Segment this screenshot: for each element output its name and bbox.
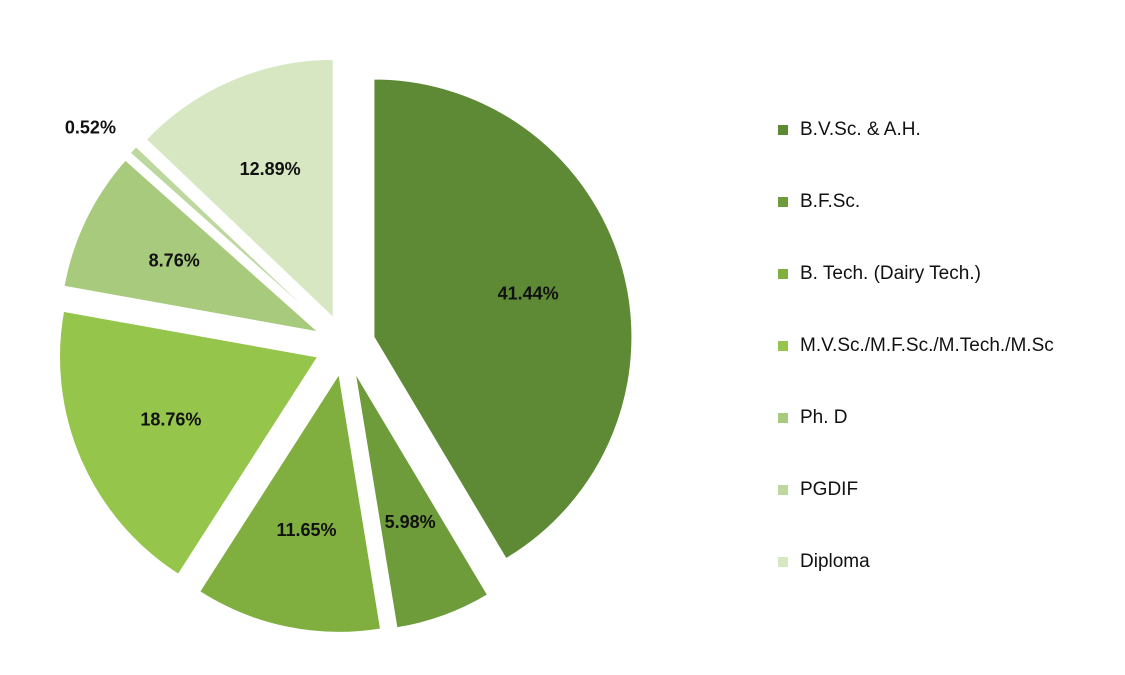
legend-label: Diploma — [800, 551, 870, 572]
data-label: 41.44% — [498, 283, 559, 303]
data-label: 5.98% — [385, 512, 436, 532]
pie-slice — [354, 372, 489, 629]
pie-slice — [129, 146, 324, 326]
legend-label: B. Tech. (Dairy Tech.) — [800, 263, 981, 284]
data-label: 8.76% — [149, 251, 200, 271]
pie-slice — [59, 310, 319, 575]
legend-label: B.F.Sc. — [800, 191, 860, 212]
pie-slice — [63, 159, 320, 333]
legend-marker — [778, 557, 788, 567]
pie-slice — [199, 373, 382, 633]
legend-label: M.V.Sc./M.F.Sc./M.Tech./M.Sc — [800, 335, 1054, 356]
legend-label: PGDIF — [800, 479, 858, 500]
legend-marker — [778, 197, 788, 207]
data-label: 11.65% — [277, 520, 337, 540]
legend-marker — [778, 125, 788, 135]
pie-slice — [373, 78, 633, 560]
pie-slice — [145, 58, 334, 319]
legend-marker — [778, 341, 788, 351]
legend-label: Ph. D — [800, 407, 848, 428]
data-label: 0.52% — [65, 118, 116, 138]
data-label: 18.76% — [140, 410, 201, 430]
legend-marker — [778, 485, 788, 495]
legend-label: B.V.Sc. & A.H. — [800, 119, 921, 140]
legend-marker — [778, 413, 788, 423]
data-label: 12.89% — [240, 159, 301, 179]
legend-marker — [778, 269, 788, 279]
